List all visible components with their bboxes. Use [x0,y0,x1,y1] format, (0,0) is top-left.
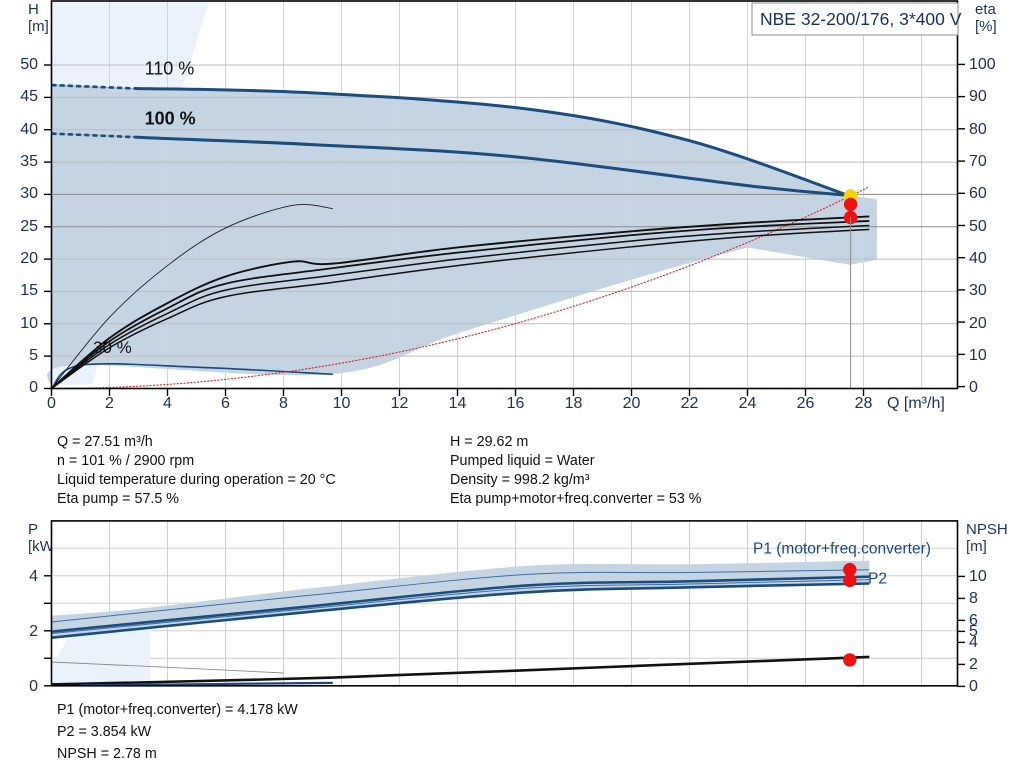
svg-text:110 %: 110 % [145,58,195,78]
svg-text:P1 (motor+freq.converter): P1 (motor+freq.converter) [753,540,931,557]
svg-text:P2: P2 [868,571,887,588]
svg-text:30 %: 30 % [93,338,132,357]
svg-text:NBE 32-200/176, 3*400 V: NBE 32-200/176, 3*400 V [760,9,962,29]
svg-text:100 %: 100 % [145,109,196,129]
